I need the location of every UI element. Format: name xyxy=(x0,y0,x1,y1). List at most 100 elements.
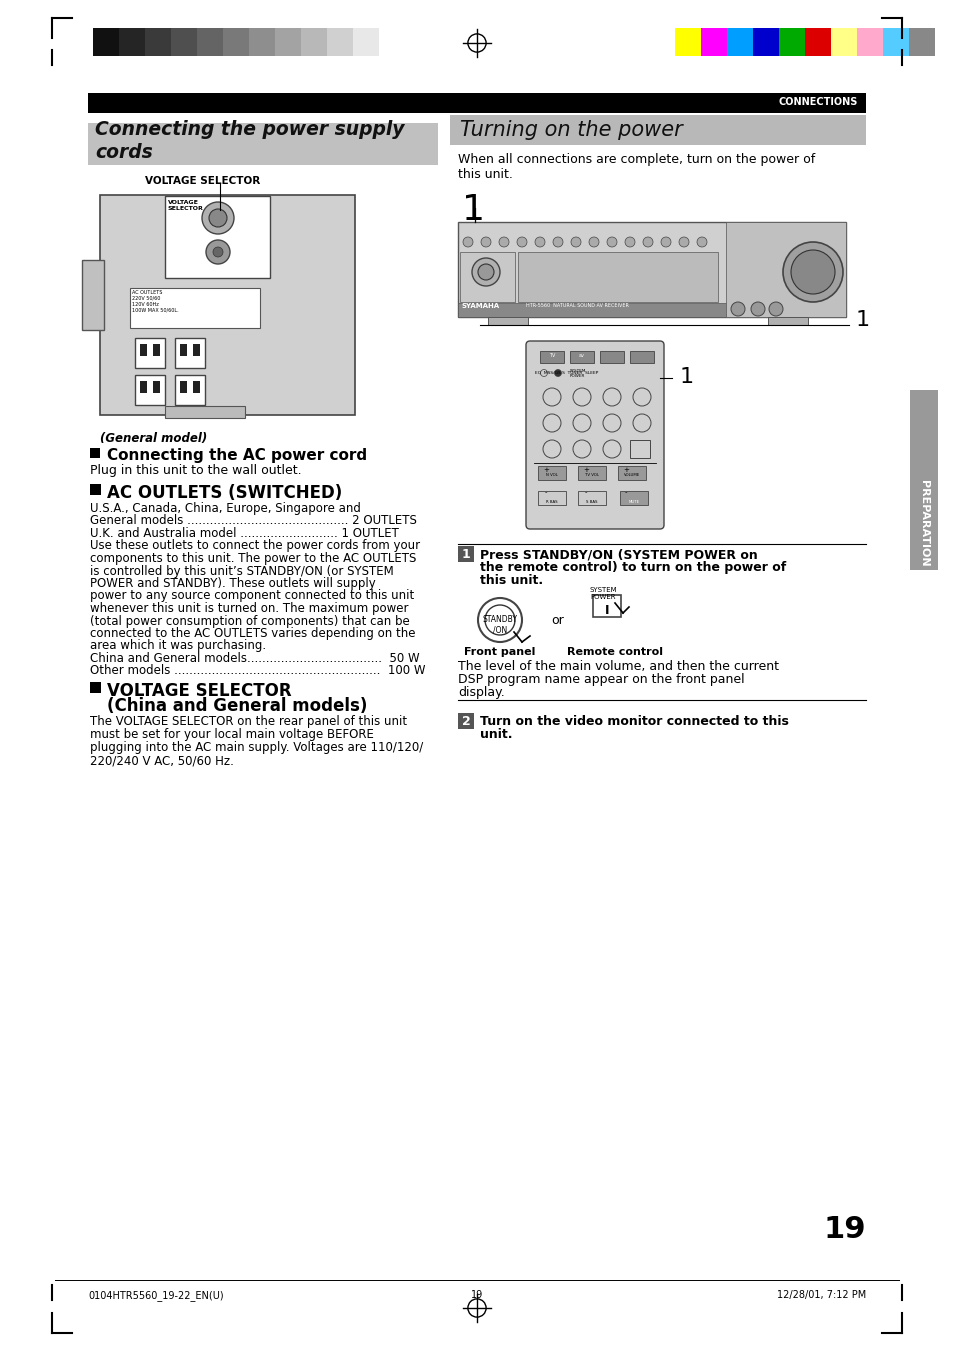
Bar xyxy=(193,381,200,393)
Text: China and General models....................................  50 W: China and General models................… xyxy=(90,653,419,665)
Text: -: - xyxy=(624,489,626,494)
FancyBboxPatch shape xyxy=(525,340,663,530)
Circle shape xyxy=(571,236,580,247)
Bar xyxy=(629,440,649,458)
Bar xyxy=(90,449,100,458)
Text: 1: 1 xyxy=(461,193,484,227)
Bar xyxy=(779,28,804,55)
Bar xyxy=(882,28,908,55)
Circle shape xyxy=(535,236,544,247)
Bar xyxy=(578,466,605,480)
Bar xyxy=(675,28,700,55)
Bar xyxy=(830,28,856,55)
Bar xyxy=(804,28,830,55)
Circle shape xyxy=(477,598,521,642)
Circle shape xyxy=(606,236,617,247)
Text: The VOLTAGE SELECTOR on the rear panel of this unit: The VOLTAGE SELECTOR on the rear panel o… xyxy=(90,715,407,728)
Text: 12/28/01, 7:12 PM: 12/28/01, 7:12 PM xyxy=(776,1290,865,1300)
Text: I: I xyxy=(604,604,609,617)
Bar xyxy=(726,28,752,55)
Circle shape xyxy=(633,388,650,407)
Bar xyxy=(274,28,301,55)
Text: VOLTAGE SELECTOR: VOLTAGE SELECTOR xyxy=(107,682,292,700)
Text: 220/240 V AC, 50/60 Hz.: 220/240 V AC, 50/60 Hz. xyxy=(90,754,233,767)
Text: Connecting the power supply
cords: Connecting the power supply cords xyxy=(95,120,404,162)
Text: R BAS: R BAS xyxy=(546,500,558,504)
Circle shape xyxy=(642,236,652,247)
Text: TV VOL: TV VOL xyxy=(584,473,598,477)
Bar xyxy=(457,222,845,317)
Bar xyxy=(135,338,165,367)
Bar xyxy=(457,713,474,730)
Text: Use these outlets to connect the power cords from your: Use these outlets to connect the power c… xyxy=(90,539,419,553)
Circle shape xyxy=(782,242,842,303)
Bar xyxy=(301,28,327,55)
Bar xyxy=(908,28,934,55)
Circle shape xyxy=(750,303,764,316)
Bar xyxy=(180,345,187,357)
Text: Turn on the video monitor connected to this: Turn on the video monitor connected to t… xyxy=(479,715,788,728)
Circle shape xyxy=(554,370,561,377)
Bar xyxy=(539,351,563,363)
Bar xyxy=(88,93,865,113)
Bar xyxy=(140,381,147,393)
Bar xyxy=(700,28,726,55)
Bar xyxy=(174,338,205,367)
Bar xyxy=(327,28,353,55)
Circle shape xyxy=(768,303,782,316)
Text: Turning on the power: Turning on the power xyxy=(459,120,682,141)
Text: SYSTEM
POWER: SYSTEM POWER xyxy=(569,369,586,377)
Text: or: or xyxy=(551,613,564,627)
Text: N VOL: N VOL xyxy=(545,473,558,477)
Bar xyxy=(457,546,474,562)
Bar xyxy=(196,28,223,55)
Text: 1: 1 xyxy=(855,309,869,330)
Text: is controlled by this unit’s STANDBY/ON (or SYSTEM: is controlled by this unit’s STANDBY/ON … xyxy=(90,565,394,577)
Text: AC OUTLETS (SWITCHED): AC OUTLETS (SWITCHED) xyxy=(107,484,342,503)
Text: MUTE: MUTE xyxy=(628,500,639,504)
Bar xyxy=(130,288,260,328)
Circle shape xyxy=(553,236,562,247)
Text: 0104HTR5560_19-22_EN(U): 0104HTR5560_19-22_EN(U) xyxy=(88,1290,223,1301)
Text: Other models .......................................................  100 W: Other models ...........................… xyxy=(90,665,425,677)
Text: S BAS: S BAS xyxy=(586,500,598,504)
Text: unit.: unit. xyxy=(479,728,512,740)
Circle shape xyxy=(624,236,635,247)
Circle shape xyxy=(480,236,491,247)
Text: must be set for your local main voltage BEFORE: must be set for your local main voltage … xyxy=(90,728,374,740)
Circle shape xyxy=(542,413,560,432)
Bar xyxy=(165,407,245,417)
Bar xyxy=(517,253,718,303)
Bar xyxy=(537,466,565,480)
Bar xyxy=(180,381,187,393)
Text: U.S.A., Canada, China, Europe, Singapore and: U.S.A., Canada, China, Europe, Singapore… xyxy=(90,503,360,515)
Text: +: + xyxy=(582,467,588,473)
Text: VOLUME: VOLUME xyxy=(623,473,639,477)
Bar xyxy=(165,196,270,278)
Text: POWER and STANDBY). These outlets will supply: POWER and STANDBY). These outlets will s… xyxy=(90,577,375,590)
Bar xyxy=(119,28,145,55)
Bar xyxy=(174,376,205,405)
Circle shape xyxy=(206,240,230,263)
Bar xyxy=(618,466,645,480)
Bar xyxy=(145,28,171,55)
Text: components to this unit. The power to the AC OUTLETS: components to this unit. The power to th… xyxy=(90,553,416,565)
Text: 2: 2 xyxy=(461,715,470,728)
Circle shape xyxy=(573,413,590,432)
Text: (total power consumption of components) that can be: (total power consumption of components) … xyxy=(90,615,410,627)
Text: SYSTEM
POWER: SYSTEM POWER xyxy=(589,586,617,600)
Bar xyxy=(135,376,165,405)
Bar xyxy=(909,390,937,570)
Circle shape xyxy=(209,209,227,227)
Text: Remote control: Remote control xyxy=(566,647,662,657)
Bar xyxy=(88,123,437,165)
Circle shape xyxy=(484,605,515,635)
Circle shape xyxy=(573,440,590,458)
Bar xyxy=(193,345,200,357)
Text: DSP program name appear on the front panel: DSP program name appear on the front pan… xyxy=(457,673,744,686)
Text: the remote control) to turn on the power of: the remote control) to turn on the power… xyxy=(479,561,785,574)
Circle shape xyxy=(498,236,509,247)
Text: AC OUTLETS
220V 50/60
120V 60Hz
100W MAX 50/60L.: AC OUTLETS 220V 50/60 120V 60Hz 100W MAX… xyxy=(132,290,178,312)
Bar xyxy=(457,303,845,317)
Text: display.: display. xyxy=(457,686,504,698)
